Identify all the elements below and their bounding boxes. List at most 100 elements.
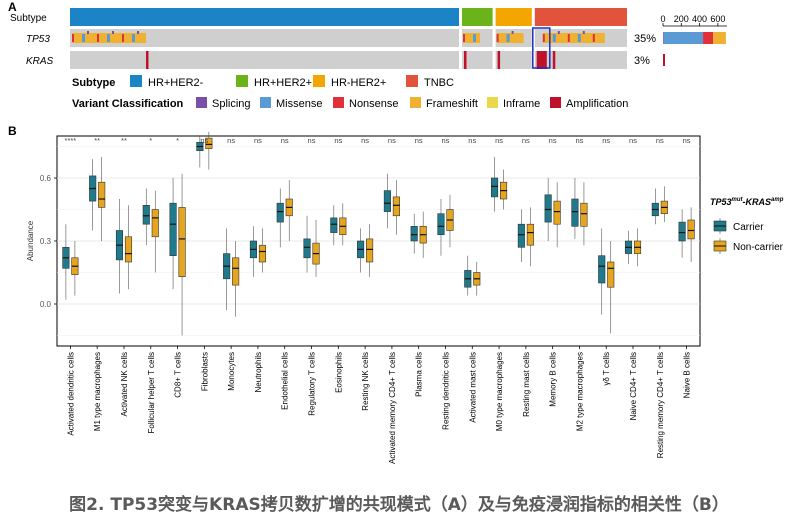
subtype-segment-hr-her2 bbox=[495, 8, 532, 26]
row-percent-kras: 3% bbox=[634, 55, 650, 67]
box-group-resting-mast-cells bbox=[517, 207, 534, 267]
legend-label-carrier: Carrier bbox=[733, 222, 764, 233]
legend-title: TP53mut-KRASamp bbox=[710, 197, 784, 207]
carrier-box bbox=[330, 217, 338, 233]
non_carrier-box bbox=[392, 196, 400, 217]
legend-label-hr-her2: HR-HER2+ bbox=[331, 77, 386, 89]
box-group-naive-cd4-t-cells bbox=[624, 228, 642, 267]
tp53-missense-mark bbox=[577, 34, 581, 42]
kras-track-bg bbox=[462, 51, 493, 69]
box-group-resting-dendritic-cells bbox=[437, 194, 454, 256]
tp53-bar-frameshift bbox=[713, 32, 726, 44]
x-tick-label: Endothelial cells bbox=[281, 352, 290, 410]
legend-label-splicing: Splicing bbox=[212, 98, 251, 110]
kras-amplification-mark bbox=[536, 51, 547, 69]
significance-label: ** bbox=[121, 136, 127, 145]
kras-amplification-mark bbox=[146, 51, 149, 69]
carrier-box bbox=[491, 177, 499, 198]
legend-swatch-hr-her2 bbox=[236, 75, 248, 87]
x-tick-label: Plasma cells bbox=[415, 352, 424, 397]
legend-swatch-tnbc bbox=[406, 75, 418, 87]
kras-track-bg bbox=[495, 51, 532, 69]
box-group-memory-b-cells bbox=[544, 178, 561, 248]
y-tick-label: 0.6 bbox=[40, 174, 52, 183]
carrier-box bbox=[410, 226, 418, 242]
carrier-box bbox=[303, 238, 311, 259]
y-axis: 0.0 0.3 0.6 Abundance bbox=[26, 174, 57, 309]
bar-axis-tick-label: 200 bbox=[674, 14, 689, 24]
x-tick-label: Memory B cells bbox=[549, 352, 558, 407]
legend-label-amplification: Amplification bbox=[566, 98, 628, 110]
box-group-m1-type-macrophages bbox=[89, 157, 106, 241]
significance-label: ns bbox=[522, 136, 530, 145]
box-group-regulatory-t-cells bbox=[303, 215, 320, 277]
significance-label: ns bbox=[361, 136, 369, 145]
tp53-splicing-mark bbox=[511, 31, 514, 34]
legend-label-inframe: Inframe bbox=[503, 98, 540, 110]
non_carrier-box bbox=[205, 137, 213, 149]
legend-label-frameshift: Frameshift bbox=[426, 98, 478, 110]
significance-label: ns bbox=[629, 136, 637, 145]
oncoprint-legend: Subtype HR+HER2- HR+HER2+ HR-HER2+ TNBC Varia… bbox=[72, 75, 628, 110]
figure-caption: 图2. TP53突变与KRAS拷贝数扩增的共现模式（A）及与免疫浸润指标的相关性… bbox=[69, 495, 729, 515]
legend-swatch-nonsense bbox=[333, 97, 344, 108]
subtype-segment-tnbc bbox=[534, 8, 627, 26]
tp53-missense-mark bbox=[552, 34, 556, 42]
significance-label: ns bbox=[549, 136, 557, 145]
significance-label: ns bbox=[334, 136, 342, 145]
significance-label: ns bbox=[575, 136, 583, 145]
boxplot-legend: TP53mut-KRASamp Carrier Non-carrier bbox=[710, 197, 784, 254]
legend-subtype-title: Subtype bbox=[72, 77, 115, 89]
bar-axis-tick-label: 0 bbox=[660, 14, 665, 24]
tp53-nonsense-mark bbox=[97, 34, 99, 42]
box-group-endothelial-cells bbox=[276, 180, 293, 248]
box-group-naive-b-cells bbox=[678, 207, 695, 262]
kras-track-bg bbox=[534, 51, 627, 69]
carrier-box bbox=[169, 202, 177, 256]
carrier-box bbox=[517, 223, 525, 248]
non_carrier-box bbox=[258, 244, 266, 263]
subtype-segment-hr-her2 bbox=[70, 8, 459, 26]
x-tick-label: Neutrophils bbox=[254, 352, 263, 392]
x-tick-label: Resting NK cells bbox=[361, 352, 370, 411]
significance-label: ns bbox=[281, 136, 289, 145]
tp53-nonsense-mark bbox=[542, 34, 545, 42]
tp53-bar-splicing bbox=[663, 32, 664, 44]
non_carrier-box bbox=[553, 200, 561, 225]
bar-axis-tick-label: 600 bbox=[710, 14, 725, 24]
non_carrier-box bbox=[98, 181, 106, 208]
significance-label: ns bbox=[308, 136, 316, 145]
tp53-mutation-block bbox=[542, 33, 605, 43]
legend-variant-title: Variant Classification bbox=[72, 98, 184, 110]
oncoprint-row-labels: Subtype TP53 35% KRAS 3% bbox=[10, 13, 656, 67]
x-tick-label: Activated memory CD4+ T cells bbox=[388, 352, 397, 464]
panel-a-label: A bbox=[8, 0, 17, 14]
row-label-kras: KRAS bbox=[26, 56, 54, 67]
tp53-nonsense-mark bbox=[122, 34, 124, 42]
x-tick-label: γδ T cells bbox=[602, 352, 611, 386]
x-tick-label: M2 type macrophages bbox=[575, 352, 584, 431]
non_carrier-box bbox=[124, 236, 133, 263]
x-tick-label: M0 type macrophages bbox=[495, 352, 504, 431]
x-tick-label: Resting mast cells bbox=[522, 352, 531, 417]
significance-label: ns bbox=[683, 136, 691, 145]
tp53-bar-nonsense bbox=[703, 32, 714, 44]
significance-label: * bbox=[149, 136, 152, 145]
x-tick-label: Eosinophils bbox=[334, 352, 343, 393]
carrier-box bbox=[598, 255, 606, 284]
significance-label: ns bbox=[602, 136, 610, 145]
carrier-box bbox=[437, 213, 445, 235]
significance-label: ns bbox=[656, 136, 664, 145]
kras-amplification-mark bbox=[464, 51, 467, 69]
box-group-activated-mast-cells bbox=[464, 255, 481, 296]
y-axis-label: Abundance bbox=[26, 220, 35, 261]
oncoprint-panel: Subtype TP53 35% KRAS 3% 0 200 400 600 Subtype H… bbox=[10, 8, 727, 110]
legend-label-hr-her2: HR+HER2- bbox=[148, 77, 204, 89]
tp53-nonsense-mark bbox=[567, 34, 570, 42]
box-group-activated-dendritic-cells bbox=[62, 224, 79, 300]
x-tick-label: Naive B cells bbox=[683, 352, 692, 398]
subtype-segment-hr-her2 bbox=[462, 8, 493, 26]
box-group-resting-nk-cells bbox=[357, 224, 374, 277]
legend-swatch-hr-her2 bbox=[313, 75, 325, 87]
